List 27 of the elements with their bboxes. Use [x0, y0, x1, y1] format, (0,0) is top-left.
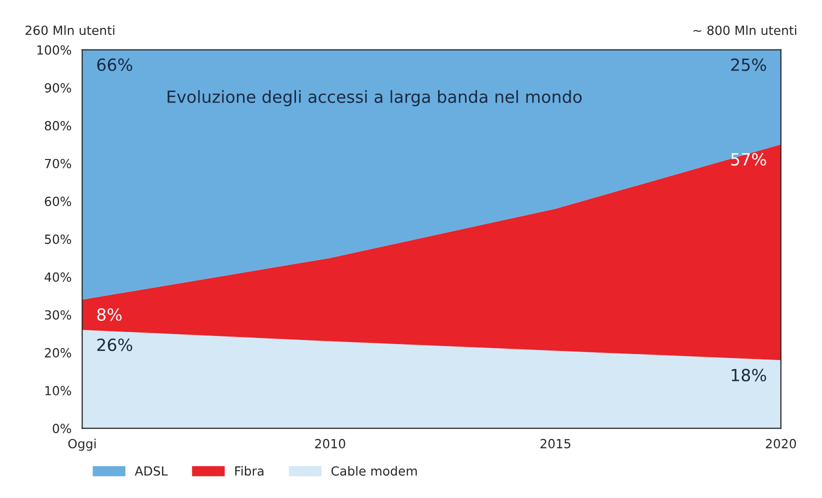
y-tick-label: 90% — [44, 83, 72, 93]
data-label: 25% — [731, 58, 766, 72]
text: ~ 800 Mln utenti — [693, 25, 796, 36]
y-tick-label: 80% — [44, 120, 72, 130]
legend-label: Fibra — [235, 466, 264, 476]
legend-label: ADSL — [134, 466, 168, 476]
data-label: 26% — [97, 338, 132, 352]
x-tick-label: 2010 — [315, 438, 346, 448]
text: 260 Mln utenti — [26, 25, 114, 36]
data-label: 57% — [731, 153, 766, 166]
data-label: 18% — [732, 368, 766, 382]
y-tick-label: 70% — [45, 158, 72, 168]
legend-label: Cable modem — [331, 466, 417, 476]
y-tick-label: 30% — [44, 310, 72, 320]
x-tick-label: Oggi — [68, 438, 96, 451]
y-tick-label: 10% — [45, 386, 72, 396]
data-label: 66% — [97, 58, 132, 72]
y-tick-label: 50% — [44, 234, 72, 244]
x-tick-label: 2015 — [540, 438, 570, 448]
y-tick-label: 100% — [37, 45, 72, 55]
y-tick-label: 40% — [44, 272, 72, 282]
y-tick-label: 60% — [44, 196, 72, 206]
text: Evoluzione degli accessi a larga banda nel mondo — [168, 90, 582, 106]
y-tick-label: 0% — [52, 424, 72, 434]
y-tick-label: 20% — [44, 348, 72, 358]
data-label: 8% — [97, 308, 122, 321]
x-tick-label: 2020 — [766, 438, 796, 448]
